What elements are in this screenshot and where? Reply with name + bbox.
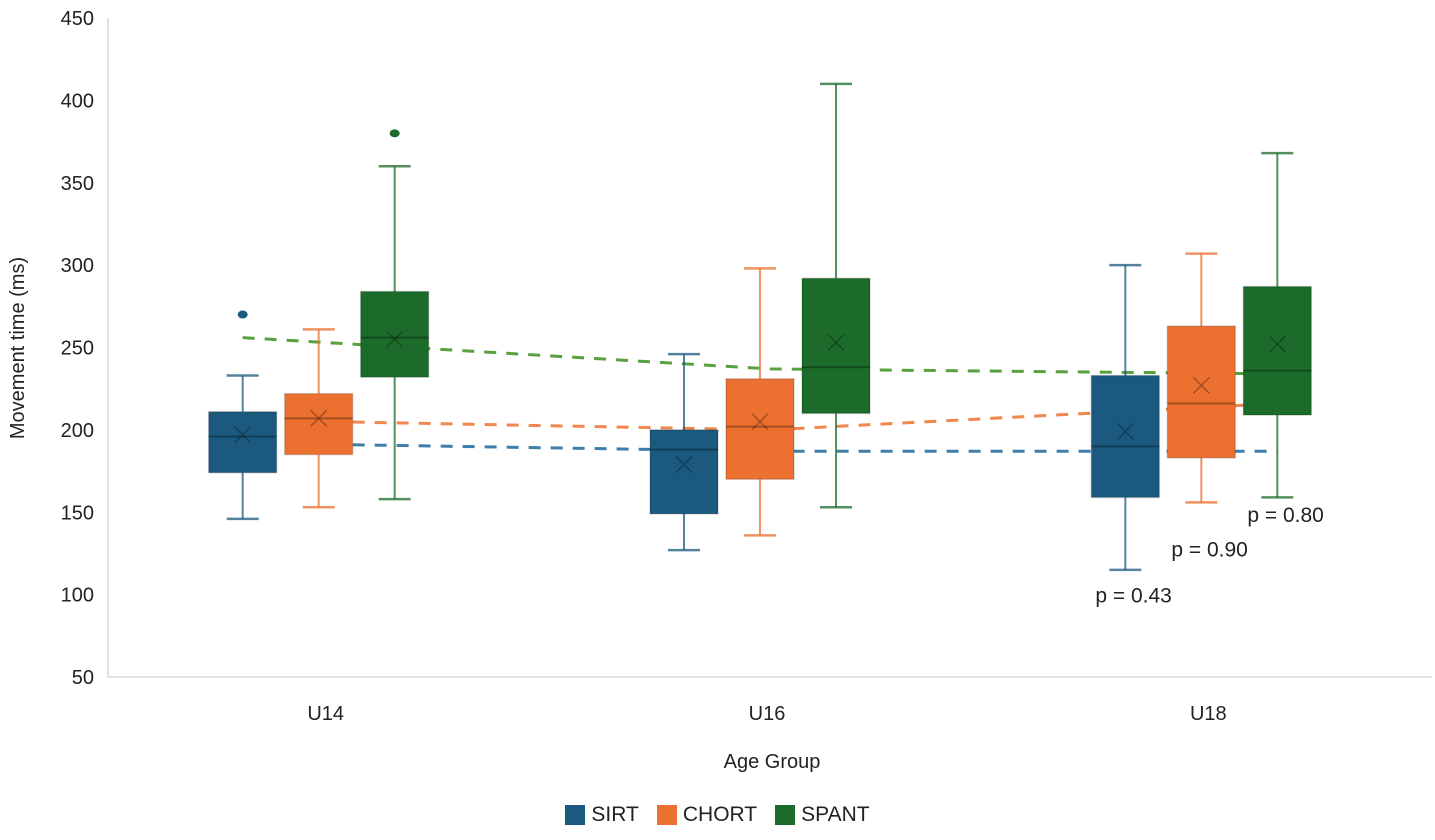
- legend-swatch: [656, 805, 677, 825]
- mean-marker: [827, 334, 845, 352]
- x-tick-label: U16: [749, 703, 786, 725]
- p-value-label: p = 0.90: [1171, 538, 1247, 561]
- y-axis-title: Movement time (ms): [7, 257, 29, 439]
- mean-marker: [310, 409, 328, 427]
- x-tick-label: U14: [307, 703, 344, 725]
- x-axis-tick-labels: U14 U16 U18: [307, 703, 1226, 725]
- outlier-point: [237, 310, 248, 319]
- legend-item-sirt: SIRT: [565, 803, 639, 827]
- box-groups: [207, 82, 1313, 572]
- iqr-box: [359, 290, 430, 378]
- legend-item-chort: CHORT: [656, 803, 758, 827]
- iqr-box: [1166, 325, 1237, 459]
- y-tick-label: 150: [61, 502, 94, 524]
- box-spant-u14: [359, 129, 430, 501]
- y-tick-label: 350: [61, 173, 94, 195]
- iqr-box: [1242, 285, 1313, 416]
- box-chort-u16: [725, 267, 795, 537]
- legend-item-spant: SPANT: [775, 803, 870, 827]
- p-value-annotations: p = 0.43 p = 0.90p = 0.80: [1095, 504, 1323, 608]
- mean-marker: [386, 330, 404, 348]
- box-chort-u18: [1166, 252, 1237, 504]
- box-spant-u16: [801, 82, 871, 509]
- y-tick-label: 450: [61, 8, 94, 30]
- mean-marker: [1192, 376, 1210, 394]
- y-tick-label: 200: [61, 420, 94, 442]
- y-tick-label: 400: [61, 90, 94, 112]
- mean-marker: [675, 455, 693, 474]
- box-plot-chart: 50 100 150 200 250 300 350 400 450 U14 U16 U18 p =…: [7, 8, 1432, 773]
- iqr-box: [1090, 374, 1161, 499]
- legend-swatch: [775, 805, 796, 825]
- box-chort-u14: [283, 328, 354, 509]
- box-spant-u18: [1242, 151, 1313, 499]
- y-tick-label: 100: [61, 585, 94, 607]
- iqr-box: [725, 378, 795, 481]
- y-tick-label: 300: [61, 255, 94, 277]
- box-sirt-u14: [207, 310, 278, 521]
- x-tick-label: U18: [1190, 703, 1227, 725]
- y-axis-tick-labels: 50 100 150 200 250 300 350 400 450: [61, 8, 94, 689]
- legend-swatch: [565, 805, 586, 825]
- iqr-box: [649, 429, 719, 515]
- mean-marker: [234, 426, 252, 444]
- outlier-point: [389, 129, 400, 138]
- box-sirt-u18: [1090, 263, 1161, 572]
- mean-marker: [751, 413, 769, 431]
- y-tick-label: 250: [61, 338, 94, 360]
- mean-marker: [1268, 335, 1286, 353]
- box-sirt-u16: [649, 352, 719, 552]
- y-tick-label: 50: [72, 667, 94, 689]
- legend-label: SPANT: [801, 803, 870, 826]
- iqr-box: [207, 411, 278, 474]
- iqr-box: [801, 277, 871, 415]
- x-axis-title: Age Group: [724, 751, 821, 773]
- legend: SIRT CHORT SPANT: [0, 803, 1435, 827]
- legend-label: CHORT: [682, 803, 758, 826]
- p-value-label: p = 0.80: [1247, 504, 1323, 527]
- mean-marker: [1116, 422, 1134, 441]
- legend-label: SIRT: [591, 803, 639, 826]
- p-value-label: p = 0.43: [1095, 585, 1171, 608]
- iqr-box: [283, 392, 354, 456]
